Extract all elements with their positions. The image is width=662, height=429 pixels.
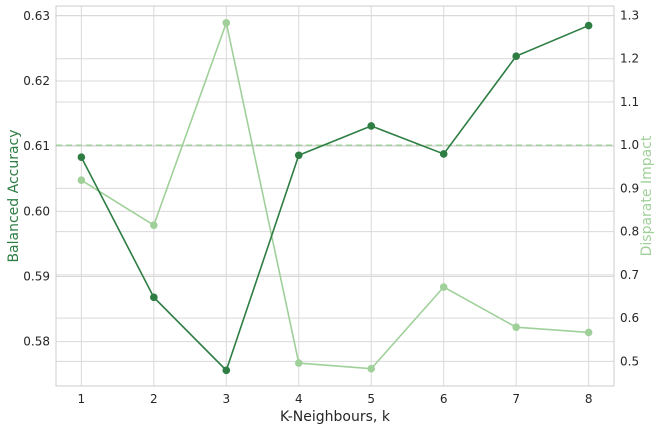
left-tick-label: 0.62 [23, 74, 50, 88]
left-tick-labels: 0.58 0.59 0.60 0.61 0.62 0.63 [23, 9, 50, 349]
left-series-point [584, 21, 593, 30]
right-tick-label: 0.5 [620, 354, 639, 368]
right-series-line [80, 19, 589, 370]
right-tick-label: 1.3 [620, 9, 639, 23]
left-series-point [150, 293, 158, 302]
right-series-point [367, 364, 376, 373]
x-tick-label: 3 [222, 392, 230, 406]
left-series-point [77, 153, 86, 162]
left-tick-label: 0.59 [23, 269, 50, 283]
left-series-point [294, 151, 303, 160]
x-gridlines [80, 6, 590, 386]
right-tick-label: 1.1 [620, 95, 639, 109]
right-tick-label: 0.8 [620, 225, 639, 239]
series-layer [77, 19, 593, 375]
left-tick-label: 0.61 [23, 139, 50, 153]
left-series-point [222, 366, 231, 375]
right-series-point [584, 328, 593, 337]
right-series-point [512, 323, 520, 332]
x-tick-label: 4 [295, 392, 303, 406]
left-tick-label: 0.63 [23, 9, 50, 23]
x-tick-label: 6 [440, 392, 448, 406]
left-tick-label: 0.60 [23, 204, 50, 218]
x-tick-label: 2 [150, 392, 158, 406]
right-tick-label: 0.6 [620, 311, 639, 325]
right-y-axis-label: Disparate Impact [639, 135, 655, 256]
right-gridlines [56, 15, 614, 362]
right-tick-label: 1.0 [620, 138, 639, 152]
left-y-axis-label: Balanced Accuracy [6, 129, 22, 262]
left-series-line [80, 24, 589, 372]
right-series-point [294, 359, 303, 367]
left-series-point [512, 52, 520, 60]
right-tick-label: 0.7 [620, 268, 639, 282]
plot-frame [55, 5, 615, 387]
x-tick-label: 5 [367, 392, 375, 406]
x-tick-label: 8 [585, 392, 593, 406]
left-gridlines [56, 15, 614, 343]
x-tick-labels: 1 2 3 4 5 6 7 8 [78, 392, 593, 406]
x-tick-label: 7 [512, 392, 520, 406]
right-tick-labels: 0.5 0.6 0.7 0.8 0.9 1.0 1.1 1.2 1.3 [620, 9, 639, 369]
right-series-point [150, 221, 158, 229]
right-series-point [77, 176, 86, 185]
x-axis-label: K-Neighbours, k [280, 409, 391, 425]
left-series-point [367, 122, 376, 130]
right-tick-label: 0.9 [620, 181, 639, 195]
right-tick-label: 1.2 [620, 52, 639, 66]
left-series-point [439, 150, 448, 158]
left-tick-label: 0.58 [23, 335, 50, 349]
right-series-point [222, 19, 231, 27]
x-tick-label: 1 [78, 392, 86, 406]
right-series-point [439, 283, 448, 291]
